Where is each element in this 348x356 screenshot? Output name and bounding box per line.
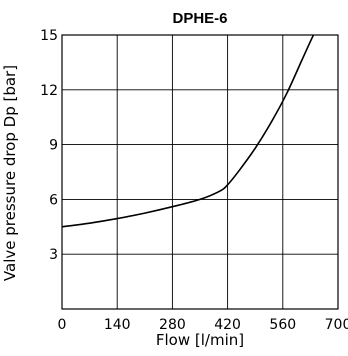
series-line xyxy=(62,35,315,228)
x-tick-label: 560 xyxy=(269,317,296,333)
x-axis-label: Flow [l/min] xyxy=(156,331,244,349)
y-tick-label: 9 xyxy=(49,138,58,154)
y-tick-labels: 3 6 9 12 15 xyxy=(40,28,58,263)
x-tick-label: 420 xyxy=(214,317,241,333)
y-tick-label: 15 xyxy=(40,28,58,44)
x-tick-label: 0 xyxy=(58,317,67,333)
y-tick-label: 6 xyxy=(49,192,58,208)
series-layer xyxy=(62,35,315,228)
x-tick-label: 700 xyxy=(325,317,348,333)
chart-title: DPHE-6 xyxy=(172,10,227,27)
x-tick-labels: 0 140 280 420 560 700 xyxy=(58,317,348,333)
x-tick-label: 140 xyxy=(104,317,131,333)
plot-frame xyxy=(61,34,339,310)
x-tick-label: 280 xyxy=(159,317,186,333)
y-axis-label: Valve pressure drop Dp [bar] xyxy=(1,65,19,281)
y-tick-label: 3 xyxy=(49,247,58,263)
grid-lines xyxy=(62,35,338,309)
y-tick-label: 12 xyxy=(40,83,58,99)
